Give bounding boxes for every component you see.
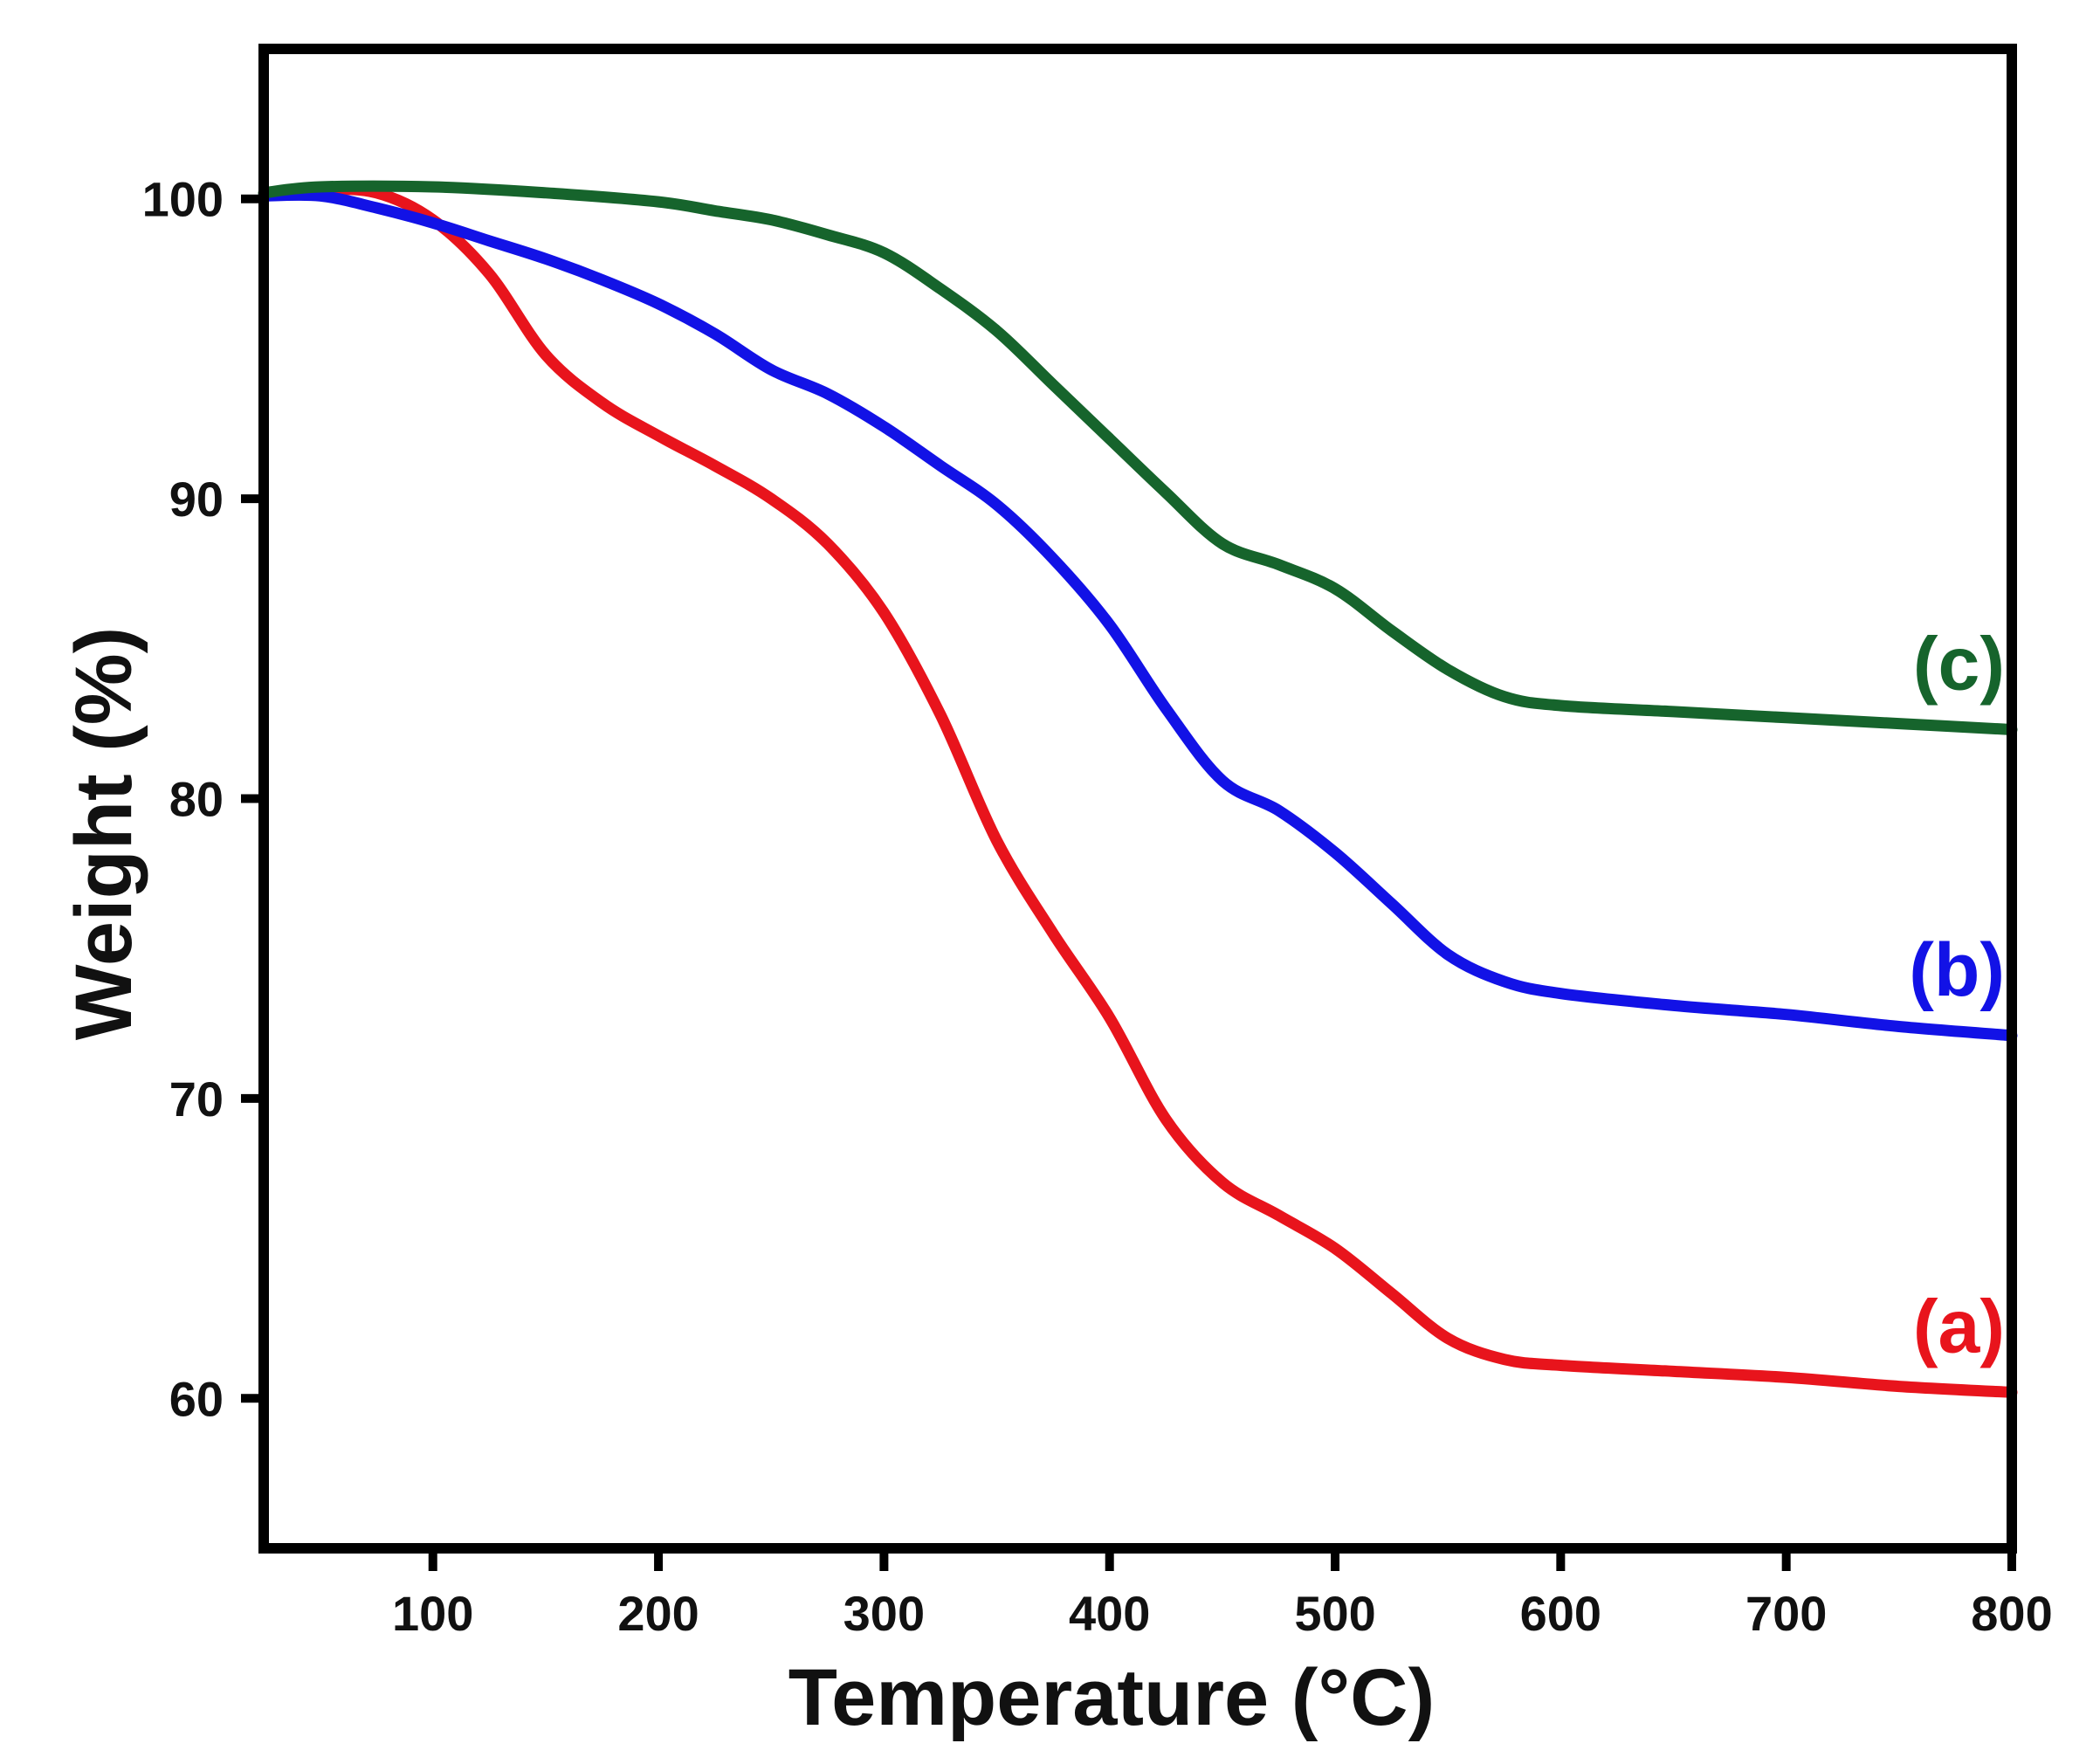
y-tick-label-80: 80	[169, 772, 224, 827]
series-label-b: (b)	[1909, 928, 2005, 1012]
x-tick-label-800: 800	[1971, 1586, 2052, 1641]
x-tick-label-500: 500	[1294, 1586, 1375, 1641]
labels-group: 100 200 300 400 500 600 700 800 60 70 80 90 100 Tempe…	[59, 172, 2053, 1742]
series-line-b	[258, 189, 2018, 1042]
y-tick-label-60: 60	[169, 1371, 224, 1426]
series-line-a	[258, 183, 2018, 1398]
x-tick-label-100: 100	[392, 1586, 473, 1641]
y-tick-label-100: 100	[142, 172, 224, 227]
x-tick-label-600: 600	[1520, 1586, 1601, 1641]
series-line-c	[258, 180, 2018, 735]
y-axis-title: Weight (%)	[59, 627, 148, 1041]
series-group	[258, 180, 2018, 1398]
plot-frame-group	[258, 44, 2017, 1554]
plot-frame	[258, 44, 2017, 1554]
x-tick-label-700: 700	[1745, 1586, 1827, 1641]
series-label-a: (a)	[1913, 1285, 2005, 1368]
series-label-c: (c)	[1913, 623, 2005, 706]
x-tick-label-200: 200	[617, 1586, 699, 1641]
x-tick-label-300: 300	[843, 1586, 925, 1641]
x-axis-title: Temperature (°C)	[788, 1653, 1435, 1742]
y-tick-label-90: 90	[169, 472, 224, 527]
x-tick-label-400: 400	[1069, 1586, 1150, 1641]
y-tick-label-70: 70	[169, 1071, 224, 1127]
ticks-group	[241, 194, 2016, 1571]
